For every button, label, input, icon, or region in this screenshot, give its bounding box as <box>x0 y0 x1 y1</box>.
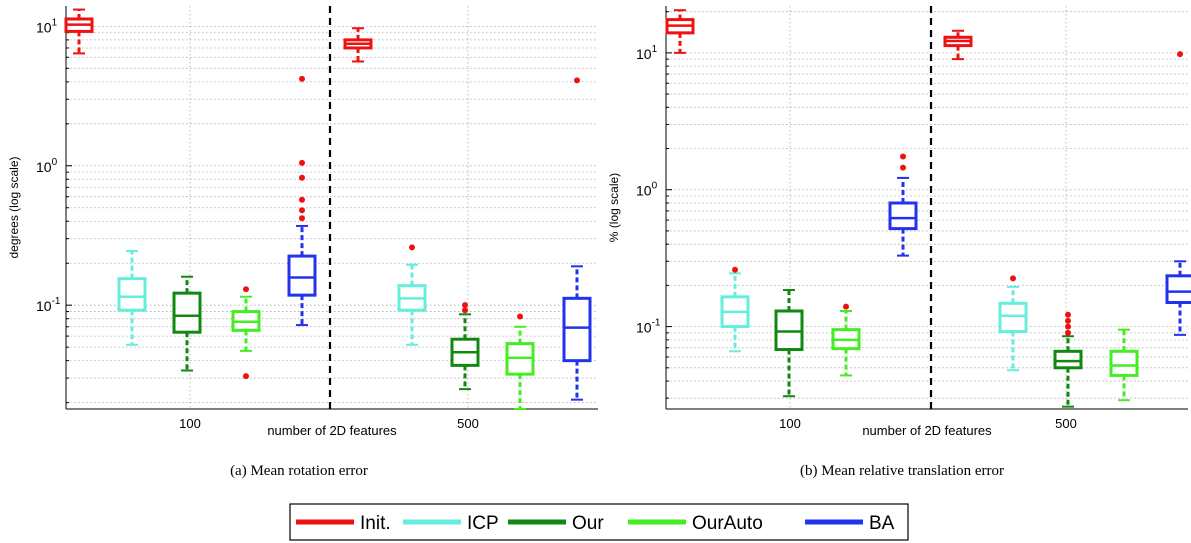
y-tick-label-exponent: -1 <box>652 318 661 329</box>
outlier-point <box>409 244 415 251</box>
y-axis-label: % (log scale) <box>607 173 621 242</box>
legend-item-icp: ICP <box>403 513 499 534</box>
box-iqr <box>1053 349 1083 370</box>
box-icp-100 <box>117 249 147 346</box>
y-tick-label-exponent: 1 <box>652 44 658 55</box>
outlier-point <box>732 266 738 273</box>
box-init-100 <box>64 8 94 55</box>
y-axis-label: degrees (log scale) <box>7 156 21 258</box>
y-tick-label: 10-1 <box>36 296 61 314</box>
outlier-point <box>299 174 305 181</box>
legend-item-ourauto: OurAuto <box>628 513 763 534</box>
box-ba-500 <box>562 77 592 401</box>
box-iqr <box>287 254 317 297</box>
outlier-point <box>299 215 305 222</box>
caption-rotation: (a) Mean rotation error <box>230 463 368 479</box>
y-tick-label-base: 10 <box>636 46 652 62</box>
y-tick-label: 101 <box>636 44 658 62</box>
outlier-point <box>1065 317 1071 324</box>
y-tick-label-base: 10 <box>636 320 652 336</box>
legend-label: ICP <box>467 513 499 534</box>
y-tick-label: 100 <box>36 157 58 175</box>
outlier-point <box>1177 51 1183 58</box>
x-axis-label: number of 2D features <box>862 423 992 438</box>
outlier-point <box>900 164 906 171</box>
x-tick-label: 100 <box>179 416 201 431</box>
grid <box>666 6 1188 409</box>
outlier-point <box>1065 311 1071 318</box>
legend-label: OurAuto <box>692 513 763 534</box>
box-init-500 <box>943 29 973 61</box>
box-ourauto-100 <box>831 303 861 377</box>
box-icp-500 <box>397 244 427 346</box>
outlier-point <box>1065 323 1071 330</box>
outlier-point <box>299 75 305 82</box>
outlier-point <box>462 302 468 309</box>
box-iqr <box>172 291 202 334</box>
y-tick-label-base: 10 <box>636 183 652 199</box>
legend-label: Our <box>572 513 604 534</box>
outlier-point <box>574 77 580 84</box>
y-tick-label: 10-1 <box>636 318 661 336</box>
y-tick-label-base: 10 <box>36 159 52 175</box>
caption-translation: (b) Mean relative translation error <box>800 463 1004 479</box>
x-tick-label: 500 <box>1055 416 1077 431</box>
box-our-100 <box>172 275 202 372</box>
y-tick-label-base: 10 <box>36 298 52 314</box>
box-init-500 <box>343 27 373 63</box>
outlier-point <box>1065 329 1071 336</box>
box-ourauto-500 <box>1109 328 1139 402</box>
outlier-point <box>900 153 906 160</box>
legend-label: BA <box>869 513 895 534</box>
box-our-100 <box>774 289 804 398</box>
legend-item-our: Our <box>508 513 604 534</box>
y-tick-label-exponent: -1 <box>52 296 61 307</box>
legend: Init. ICP Our OurAuto BA <box>289 503 909 541</box>
y-tick-label-exponent: 0 <box>52 157 58 168</box>
box-ba-500 <box>1165 51 1191 336</box>
box-iqr <box>774 309 804 352</box>
grid <box>66 6 598 409</box>
x-axis-label: number of 2D features <box>267 423 397 438</box>
box-ourauto-100 <box>231 286 261 380</box>
y-tick-label: 101 <box>36 17 58 35</box>
y-tick-label-base: 10 <box>36 19 52 35</box>
outlier-point <box>843 303 849 310</box>
outlier-point <box>517 313 523 320</box>
box-iqr <box>1109 349 1139 377</box>
outlier-point <box>1010 275 1016 282</box>
outlier-point <box>243 286 249 293</box>
outlier-point <box>299 196 305 203</box>
outlier-point <box>299 207 305 214</box>
outlier-point <box>299 159 305 166</box>
legend-label: Init. <box>360 513 391 534</box>
box-our-500 <box>1053 311 1083 408</box>
outlier-point <box>462 307 468 314</box>
box-ba-100 <box>888 153 918 257</box>
legend-item-init: Init. <box>296 513 391 534</box>
box-icp-500 <box>998 275 1028 372</box>
y-tick-label: 100 <box>636 181 658 199</box>
outlier-point <box>243 373 249 380</box>
box-our-500 <box>450 302 480 391</box>
box-init-100 <box>665 9 695 54</box>
box-ourauto-500 <box>505 313 535 410</box>
x-tick-label: 500 <box>457 416 479 431</box>
y-tick-label-exponent: 1 <box>52 17 58 28</box>
box-iqr <box>888 201 918 231</box>
legend-item-ba: BA <box>805 513 895 534</box>
box-iqr <box>117 277 147 312</box>
box-iqr <box>562 296 592 363</box>
box-iqr <box>1165 274 1191 304</box>
x-tick-label: 100 <box>779 416 801 431</box>
box-icp-100 <box>720 266 750 353</box>
box-iqr <box>998 301 1028 334</box>
y-tick-label-exponent: 0 <box>652 181 658 192</box>
box-ba-100 <box>287 75 317 327</box>
